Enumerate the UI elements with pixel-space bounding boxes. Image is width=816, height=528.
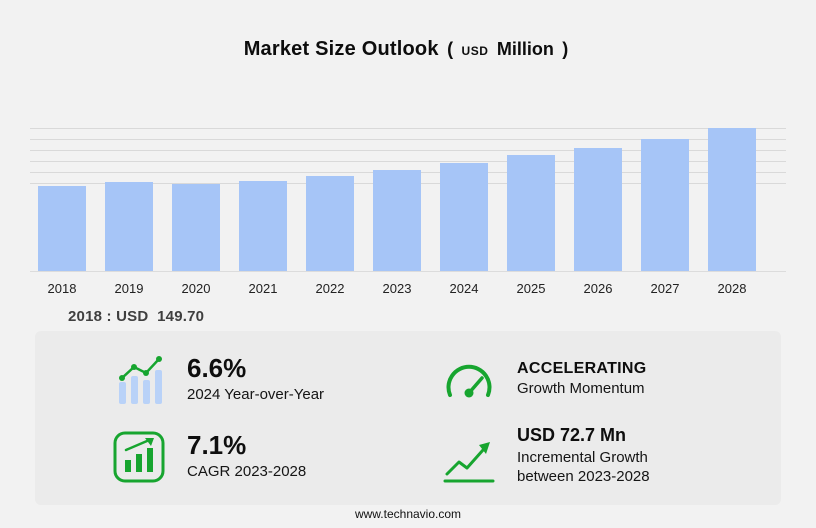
bar-chart: 2018 2019 2020 2021 2022 2023 2024 2025 2026 2027… [30,128,786,296]
bar-2019 [105,182,153,271]
bar-2020 [172,184,220,271]
stat-label: 2024 Year-over-Year [187,385,325,403]
stat-value: 6.6% [187,353,247,384]
bar-2026 [574,148,622,271]
yoy-growth-chart-icon [111,352,167,408]
stat-yoy-growth: 6.6% 2024 Year-over-Year [111,341,427,418]
plot-area [30,128,786,272]
x-axis-labels: 2018 2019 2020 2021 2022 2023 2024 2025 2026 2027… [38,281,778,296]
x-tick-2018: 2018 [47,281,77,296]
bar-2024 [440,163,488,271]
x-tick-2026: 2026 [583,281,613,296]
title-open-paren: ( [447,39,454,59]
stat-label: Incremental Growth [517,449,648,467]
speedometer-icon [441,352,497,408]
website-url: www.technavio.com [354,507,462,521]
stat-text: 7.1% CAGR 2023-2028 [187,431,306,481]
x-tick-2023: 2023 [382,281,412,296]
chart-title: Market Size Outlook ( USD Million ) [0,38,816,61]
title-close-paren: ) [562,39,569,59]
bar-2028 [708,128,756,271]
stat-label-line2: between 2023-2028 [517,467,650,485]
title-currency: USD [461,44,489,58]
stat-cagr: 7.1% CAGR 2023-2028 [111,418,427,495]
x-tick-2024: 2024 [449,281,479,296]
bar-2025 [507,155,555,271]
x-tick-2027: 2027 [650,281,680,296]
x-tick-2020: 2020 [181,281,211,296]
stat-value: 7.1% [187,430,247,461]
stats-panel: 6.6% 2024 Year-over-Year ACCELERATING Gr… [35,331,781,505]
bar-2021 [239,181,287,271]
bar-2023 [373,170,421,271]
title-unit: Million [496,39,554,59]
stat-incremental-growth: USD 72.7 Mn Incremental Growth between 2… [441,418,757,495]
stat-label: CAGR 2023-2028 [187,462,307,480]
bar-2018 [38,186,86,271]
stat-text: USD 72.7 Mn Incremental Growth between 2… [517,426,650,486]
x-axis-line [30,271,786,272]
incremental-growth-arrow-icon [441,429,497,485]
bar-2027 [641,139,689,271]
x-tick-2021: 2021 [248,281,278,296]
first-year-value-label: 2018 : USD 149.70 [68,308,205,325]
x-tick-2019: 2019 [114,281,144,296]
x-tick-2025: 2025 [516,281,546,296]
stat-text: 6.6% 2024 Year-over-Year [187,354,324,404]
stat-value: ACCELERATING [517,359,647,377]
bars [38,128,778,271]
stat-growth-momentum: ACCELERATING Growth Momentum [441,341,757,418]
stat-label: Growth Momentum [517,380,645,398]
x-tick-2022: 2022 [315,281,345,296]
bar-2022 [306,176,354,271]
cagr-bar-chart-icon [111,429,167,485]
stat-value: USD 72.7 Mn [517,425,627,446]
stat-text: ACCELERATING Growth Momentum [517,360,647,399]
title-main: Market Size Outlook [243,38,439,60]
x-tick-2028: 2028 [717,281,747,296]
